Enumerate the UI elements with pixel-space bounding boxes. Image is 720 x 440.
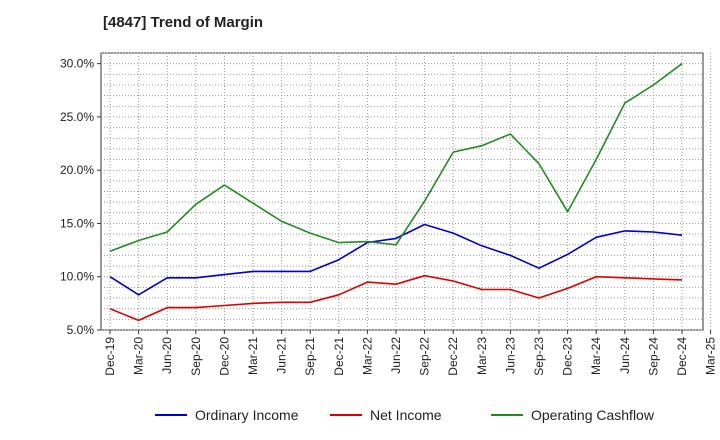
x-tick-label: Mar-21 xyxy=(246,337,260,375)
x-tick-label: Jun-20 xyxy=(160,337,174,374)
y-tick-label: 30.0% xyxy=(60,57,94,71)
x-tick-label: Dec-24 xyxy=(675,337,689,376)
x-tick-label: Dec-20 xyxy=(217,337,231,376)
axis-labels: 5.0% 10.0% 15.0% 20.0% 25.0% 30.0% Dec-19 Mar-2… xyxy=(60,57,718,376)
x-tick-label: Dec-23 xyxy=(561,337,575,376)
y-tick-label: 20.0% xyxy=(60,163,94,177)
x-tick-label: Jun-22 xyxy=(389,337,403,374)
series-line-operating-cashflow xyxy=(109,63,683,252)
x-tick-label: Mar-23 xyxy=(475,337,489,375)
x-tick-label: Sep-21 xyxy=(303,337,317,376)
x-tick-label: Jun-24 xyxy=(618,337,632,374)
legend-label: Operating Cashflow xyxy=(531,407,655,423)
chart-title: [4847] Trend of Margin xyxy=(103,14,264,31)
x-tick-label: Sep-22 xyxy=(418,337,432,376)
y-tick-label: 15.0% xyxy=(60,216,94,230)
y-tick-label: 5.0% xyxy=(67,323,95,337)
x-tick-label: Mar-25 xyxy=(704,337,718,375)
legend-label: Ordinary Income xyxy=(195,407,299,423)
x-tick-label: Sep-24 xyxy=(646,337,660,376)
x-tick-label: Jun-23 xyxy=(503,337,517,374)
x-tick-label: Mar-20 xyxy=(132,337,146,375)
x-tick-label: Sep-23 xyxy=(532,337,546,376)
x-tick-label: Dec-22 xyxy=(446,337,460,376)
series-lines xyxy=(109,63,683,322)
y-tick-label: 10.0% xyxy=(60,270,94,284)
legend: Ordinary Income Net Income Operating Cashf… xyxy=(155,407,655,423)
x-tick-label: Dec-19 xyxy=(103,337,117,376)
x-tick-label: Mar-24 xyxy=(589,337,603,375)
series-line-net-income xyxy=(109,274,683,322)
x-tick-label: Jun-21 xyxy=(275,337,289,374)
series-line-ordinary-income xyxy=(109,223,683,296)
x-tick-label: Dec-21 xyxy=(332,337,346,376)
grid-lines xyxy=(101,52,712,331)
x-tick-label: Sep-20 xyxy=(189,337,203,376)
y-tick-label: 25.0% xyxy=(60,110,94,124)
x-tick-label: Mar-22 xyxy=(360,337,374,375)
legend-label: Net Income xyxy=(370,407,442,423)
